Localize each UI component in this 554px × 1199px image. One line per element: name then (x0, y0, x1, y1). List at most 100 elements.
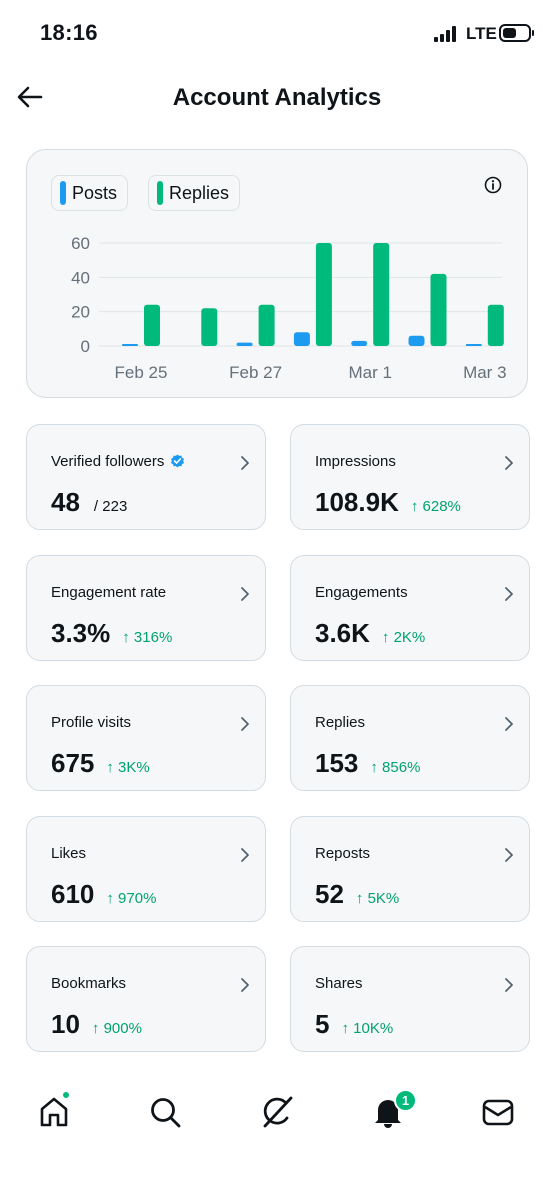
home-unread-dot (61, 1090, 71, 1100)
metric-label: Impressions (315, 453, 396, 470)
metric-label: Likes (51, 845, 86, 862)
chart-card: Posts Replies 0 20 40 60 Feb 25 Feb 27 Mar 1 Ma… (26, 149, 528, 398)
metric-value-row: 108.9K ↑ 628% (315, 487, 461, 518)
metric-total: / 223 (93, 498, 128, 515)
battery-icon (499, 24, 534, 42)
metric-value: 675 (51, 748, 95, 778)
chevron-right-icon (239, 455, 251, 471)
nav-grok[interactable] (257, 1092, 297, 1132)
status-bar: 18:16 LTE (0, 0, 554, 70)
metric-card-profile-visits[interactable]: Profile visits 675 ↑ 3K% (26, 685, 266, 791)
metric-value: 52 (315, 879, 344, 909)
metric-change: ↑ 5K% (355, 890, 400, 907)
metric-card-likes[interactable]: Likes 610 ↑ 970% (26, 816, 266, 922)
metric-value-row: 3.3% ↑ 316% (51, 618, 172, 649)
metric-card-engagements[interactable]: Engagements 3.6K ↑ 2K% (290, 555, 530, 661)
signal-icon (434, 26, 460, 42)
metric-value: 153 (315, 748, 359, 778)
metric-label-text: Engagement rate (51, 584, 167, 601)
bar-replies-mar-1[interactable] (373, 243, 390, 346)
bar-replies-feb-25[interactable] (144, 304, 160, 346)
metric-value-row: 48 / 223 (51, 487, 127, 518)
metric-value-row: 3.6K ↑ 2K% (315, 618, 425, 649)
metric-value-row: 52 ↑ 5K% (315, 879, 399, 910)
bar-posts-mar-3[interactable] (465, 344, 482, 346)
metric-change: ↑ 856% (370, 759, 421, 776)
x-tick-label: Mar 1 (348, 363, 391, 382)
metric-label-text: Likes (51, 845, 87, 862)
mail-icon (482, 1099, 514, 1126)
grok-icon (263, 1096, 293, 1128)
arrow-left-icon (17, 86, 43, 108)
metric-value-row: 610 ↑ 970% (51, 879, 156, 910)
metric-value: 610 (51, 879, 95, 909)
metric-value-row: 5 ↑ 10K% (315, 1009, 393, 1040)
nav-home[interactable] (34, 1092, 74, 1132)
metric-change: ↑ 970% (106, 890, 157, 907)
metric-label-text: Shares (315, 975, 363, 992)
metric-label-text: Impressions (315, 453, 396, 470)
bottom-nav (0, 1078, 554, 1148)
metric-label: Bookmarks (51, 975, 126, 992)
search-icon (151, 1098, 181, 1128)
bar-posts-mar-2[interactable] (408, 335, 425, 346)
status-time: 18:16 (40, 20, 98, 45)
nav-search[interactable] (145, 1092, 185, 1132)
metric-label: Profile visits (51, 714, 131, 731)
bar-replies-feb-26[interactable] (201, 308, 218, 346)
metric-value-row: 675 ↑ 3K% (51, 748, 150, 779)
bar-replies-mar-3[interactable] (487, 304, 504, 346)
legend-posts[interactable]: Posts (51, 175, 129, 211)
metric-change: ↑ 3K% (106, 759, 150, 776)
nav-messages[interactable] (478, 1092, 518, 1132)
metric-card-engagement-rate[interactable]: Engagement rate 3.3% ↑ 316% (26, 555, 266, 661)
bar-posts-feb-28[interactable] (293, 332, 310, 346)
bar-replies-mar-2[interactable] (430, 273, 447, 346)
x-tick-label: Feb 27 (229, 363, 282, 382)
info-icon (484, 176, 502, 194)
metric-value: 10 (51, 1009, 80, 1039)
metric-card-shares[interactable]: Shares 5 ↑ 10K% (290, 946, 530, 1052)
battery-level (503, 28, 516, 38)
metric-card-reposts[interactable]: Reposts 52 ↑ 5K% (290, 816, 530, 922)
legend-replies[interactable]: Replies (148, 175, 241, 211)
chevron-right-icon (503, 716, 515, 732)
legend-label-replies: Replies (169, 182, 230, 203)
chevron-right-icon (503, 847, 515, 863)
metric-value-row: 10 ↑ 900% (51, 1009, 142, 1040)
bar-replies-feb-28[interactable] (315, 243, 332, 346)
chevron-right-icon (503, 586, 515, 602)
metric-label-text: Bookmarks (51, 975, 127, 992)
x-tick-label: Feb 25 (115, 363, 168, 382)
network-type: LTE (466, 24, 497, 43)
metric-value: 3.6K (315, 618, 370, 648)
metric-card-verified-followers[interactable]: Verified followers 48 / 223 (26, 424, 266, 530)
back-button[interactable] (14, 82, 46, 112)
bar-chart: 0 20 40 60 Feb 25 Feb 27 Mar 1 Mar 3 (71, 234, 506, 382)
chevron-right-icon (239, 586, 251, 602)
metric-label-text: Verified followers (51, 453, 165, 470)
chevron-right-icon (239, 977, 251, 993)
chevron-right-icon (503, 455, 515, 471)
metric-card-bookmarks[interactable]: Bookmarks 10 ↑ 900% (26, 946, 266, 1052)
metric-card-impressions[interactable]: Impressions 108.9K ↑ 628% (290, 424, 530, 530)
y-tick-label: 20 (71, 303, 90, 322)
verified-badge-icon (170, 454, 185, 469)
chevron-right-icon (503, 977, 515, 993)
metric-label-text: Reposts (315, 845, 371, 862)
bar-posts-feb-27[interactable] (236, 342, 253, 346)
metric-label: Replies (315, 714, 365, 731)
y-tick-label: 0 (81, 337, 90, 356)
metric-card-replies[interactable]: Replies 153 ↑ 856% (290, 685, 530, 791)
metric-change: ↑ 2K% (381, 629, 426, 646)
chevron-right-icon (239, 716, 251, 732)
metric-label: Engagements (315, 584, 408, 601)
bar-replies-feb-27[interactable] (258, 304, 275, 346)
metric-label: Reposts (315, 845, 370, 862)
bar-posts-feb-25[interactable] (122, 344, 138, 346)
metric-label: Verified followers (51, 453, 185, 470)
y-tick-label: 40 (71, 268, 90, 287)
info-button[interactable] (483, 175, 503, 195)
bar-posts-mar-1[interactable] (351, 340, 368, 346)
metric-change: ↑ 10K% (341, 1020, 394, 1037)
